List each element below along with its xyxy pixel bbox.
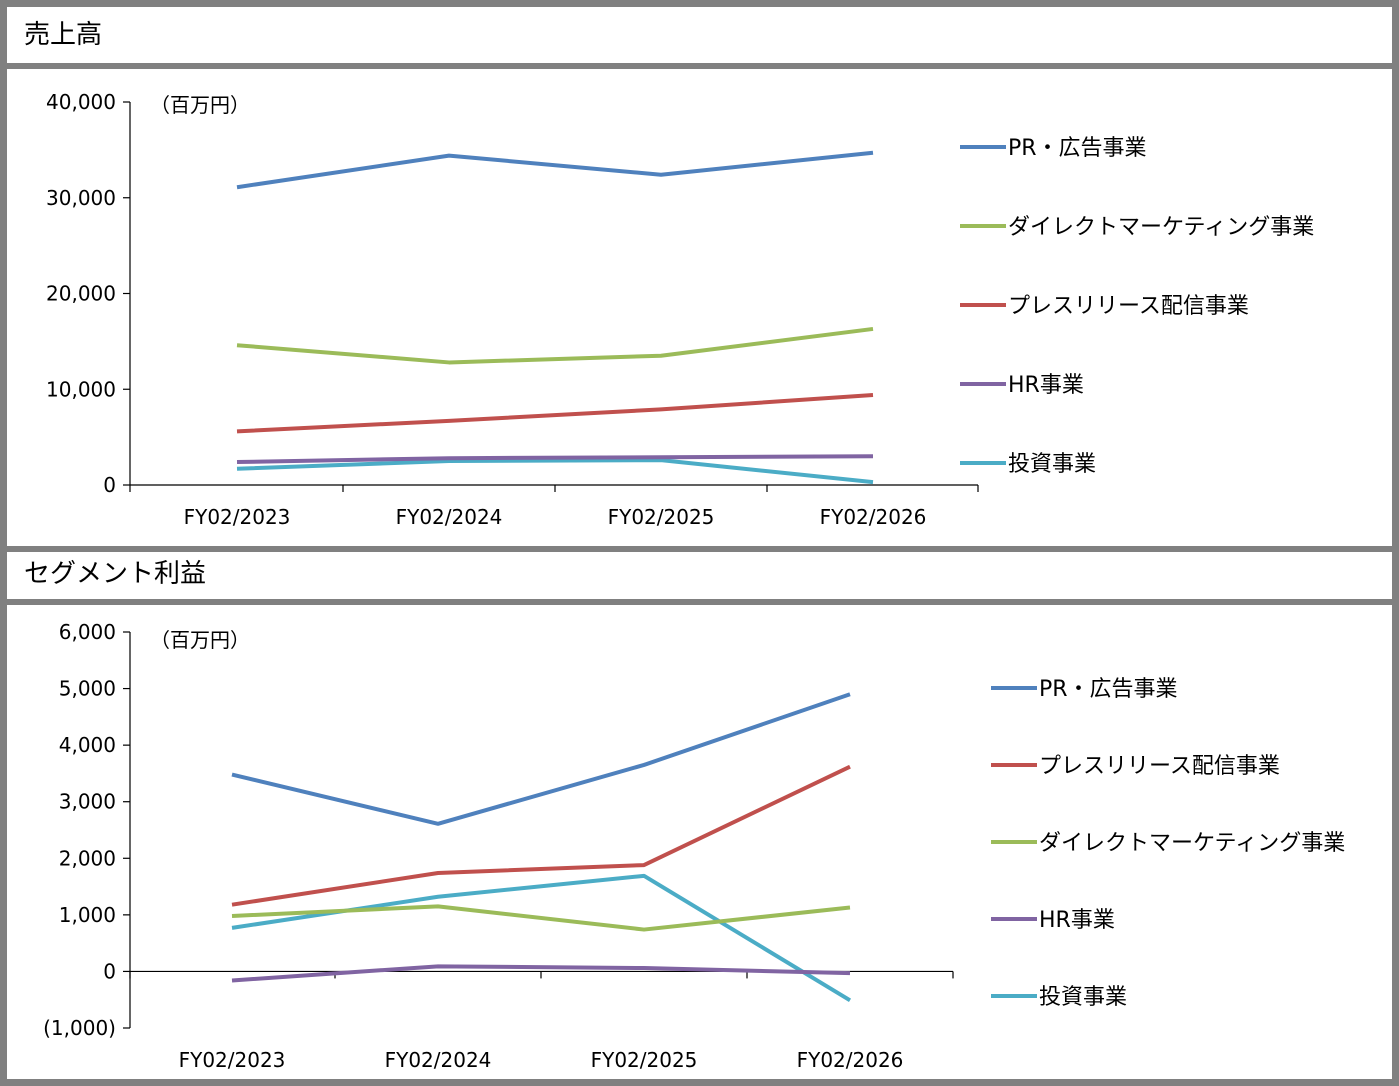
legend-label: PR・広告事業 <box>1039 677 1178 702</box>
x-tick-label: FY02/2023 <box>179 1048 286 1072</box>
series-line <box>231 964 851 983</box>
y-tick-label: (1,000) <box>43 1016 116 1040</box>
series-line <box>231 764 851 907</box>
legend-label: PR・広告事業 <box>1008 136 1147 161</box>
y-tick-label: 1,000 <box>59 903 116 927</box>
x-tick-label: FY02/2026 <box>820 505 927 529</box>
y-tick-label: 6,000 <box>59 620 116 644</box>
legend-label: HR事業 <box>1039 908 1115 933</box>
section-divider <box>0 599 1399 605</box>
section-divider <box>0 63 1399 69</box>
legend-label: 投資事業 <box>1039 985 1127 1010</box>
unit-label: （百万円） <box>150 628 250 652</box>
x-tick-label: FY02/2024 <box>396 505 503 529</box>
series-line <box>231 904 851 932</box>
y-tick-label: 30,000 <box>46 186 116 210</box>
series-line <box>236 458 874 485</box>
x-tick-label: FY02/2026 <box>797 1048 904 1072</box>
y-tick-label: 3,000 <box>59 790 116 814</box>
legend-label: HR事業 <box>1008 373 1084 398</box>
y-tick-label: 0 <box>103 473 116 497</box>
series-line <box>231 873 852 1002</box>
legend-label: ダイレクトマーケティング事業 <box>1008 215 1314 240</box>
legend-label: ダイレクトマーケティング事業 <box>1039 831 1345 856</box>
y-tick-label: 40,000 <box>46 90 116 114</box>
x-tick-label: FY02/2024 <box>385 1048 492 1072</box>
y-tick-label: 5,000 <box>59 677 116 701</box>
series-line <box>231 692 851 826</box>
section-title-sales: 売上高 <box>24 20 103 50</box>
series-line <box>236 392 874 434</box>
section-title-segment-profit: セグメント利益 <box>24 559 207 589</box>
y-tick-label: 2,000 <box>59 846 116 870</box>
series-line <box>236 326 874 365</box>
x-tick-label: FY02/2023 <box>184 505 291 529</box>
y-tick-label: 20,000 <box>46 282 116 306</box>
unit-label: （百万円） <box>150 93 250 117</box>
segment-profit-line-chart: (1,000) 0 1,000 2,000 3,000 4,000 5,000 6,000 FY… <box>43 620 1345 1072</box>
y-tick-label: 0 <box>103 959 116 983</box>
section-divider <box>0 546 1399 552</box>
series-line <box>236 150 874 190</box>
sales-line-chart: 0 10,000 20,000 30,000 40,000 FY02/2023 FY02/2… <box>46 90 1314 529</box>
legend-label: 投資事業 <box>1008 452 1096 477</box>
y-tick-label: 10,000 <box>46 377 116 401</box>
series-line <box>236 454 874 465</box>
legend-label: プレスリリース配信事業 <box>1008 294 1249 319</box>
x-tick-label: FY02/2025 <box>608 505 715 529</box>
y-tick-label: 4,000 <box>59 733 116 757</box>
x-tick-label: FY02/2025 <box>591 1048 698 1072</box>
legend-label: プレスリリース配信事業 <box>1039 754 1280 779</box>
